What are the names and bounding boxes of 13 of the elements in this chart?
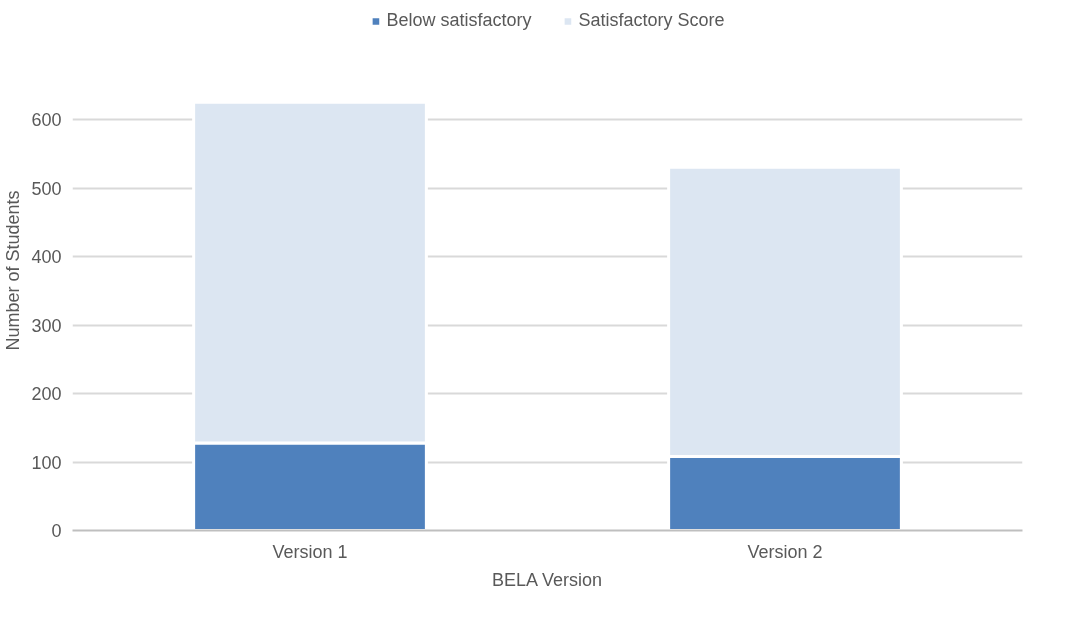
y-axis-title: Number of Students: [3, 190, 24, 351]
legend-label: Satisfactory Score: [578, 10, 725, 31]
x-tick-label: Version 1: [272, 541, 348, 562]
y-tick-label: 600: [31, 110, 62, 131]
x-tick-label: Version 2: [747, 541, 823, 562]
y-tick-label: 100: [31, 452, 62, 473]
y-tick-label: 0: [51, 521, 62, 541]
y-tick-label: 500: [31, 178, 62, 199]
x-axis-title: BELA Version: [491, 569, 603, 590]
y-tick-label: 200: [31, 384, 62, 405]
legend-label: Below satisfactory: [386, 10, 532, 31]
y-tick-label: 300: [31, 315, 62, 336]
y-tick-label: 400: [31, 247, 62, 268]
